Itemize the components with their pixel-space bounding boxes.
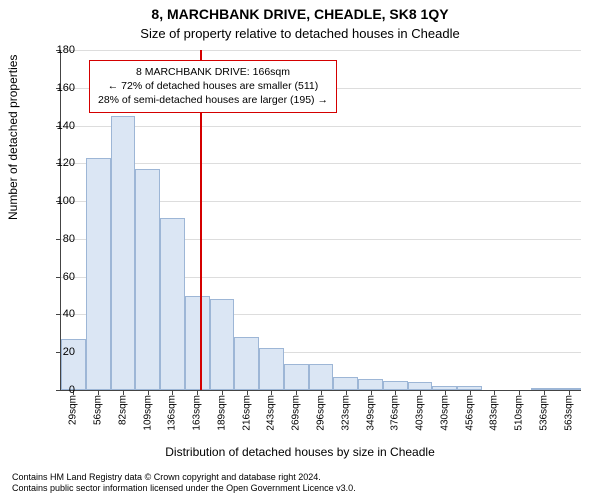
y-tick-label: 20 [45, 346, 75, 358]
histogram-bar [86, 158, 111, 390]
annotation-line: 28% of semi-detached houses are larger (… [98, 93, 328, 107]
histogram-bar [408, 382, 433, 390]
y-tick-label: 40 [45, 308, 75, 320]
x-axis-label: Distribution of detached houses by size … [0, 445, 600, 459]
plot-area: 29sqm56sqm82sqm109sqm136sqm163sqm189sqm2… [60, 50, 581, 391]
x-tick-label: 243sqm [266, 395, 277, 431]
y-tick-label: 60 [45, 271, 75, 283]
y-tick-label: 80 [45, 233, 75, 245]
histogram-chart: 29sqm56sqm82sqm109sqm136sqm163sqm189sqm2… [60, 50, 580, 390]
x-tick-label: 163sqm [192, 395, 203, 431]
gridline [61, 50, 581, 51]
gridline [61, 163, 581, 164]
x-tick-label: 269sqm [291, 395, 302, 431]
histogram-bar [358, 379, 383, 390]
y-axis-label: Number of detached properties [6, 55, 20, 220]
histogram-bar [383, 381, 408, 390]
x-tick-label: 323sqm [340, 395, 351, 431]
annotation-line: 8 MARCHBANK DRIVE: 166sqm [98, 65, 328, 79]
gridline [61, 126, 581, 127]
histogram-bar [309, 364, 334, 390]
histogram-bar [135, 169, 160, 390]
histogram-bar [111, 116, 136, 390]
y-tick-label: 120 [45, 157, 75, 169]
histogram-bar [210, 299, 235, 390]
x-tick-label: 376sqm [390, 395, 401, 431]
annotation-line: ← 72% of detached houses are smaller (51… [98, 79, 328, 93]
page-subtitle: Size of property relative to detached ho… [0, 26, 600, 41]
histogram-bar [259, 348, 284, 390]
x-tick-label: 189sqm [216, 395, 227, 431]
x-tick-label: 536sqm [538, 395, 549, 431]
x-tick-label: 430sqm [439, 395, 450, 431]
histogram-bar [333, 377, 358, 390]
histogram-bar [234, 337, 259, 390]
x-tick-label: 82sqm [117, 395, 128, 425]
y-tick-label: 100 [45, 195, 75, 207]
annotation-box: 8 MARCHBANK DRIVE: 166sqm← 72% of detach… [89, 60, 337, 113]
footer-line1: Contains HM Land Registry data © Crown c… [12, 472, 356, 483]
y-tick-label: 140 [45, 120, 75, 132]
x-tick-label: 216sqm [241, 395, 252, 431]
histogram-bar [185, 296, 210, 390]
y-tick-label: 0 [45, 384, 75, 396]
x-tick-label: 349sqm [365, 395, 376, 431]
footer-line2: Contains public sector information licen… [12, 483, 356, 494]
x-tick-label: 563sqm [563, 395, 574, 431]
x-tick-label: 403sqm [415, 395, 426, 431]
x-tick-label: 109sqm [142, 395, 153, 431]
x-tick-label: 483sqm [489, 395, 500, 431]
x-tick-label: 136sqm [167, 395, 178, 431]
y-tick-label: 180 [45, 44, 75, 56]
x-tick-label: 456sqm [464, 395, 475, 431]
x-tick-label: 296sqm [316, 395, 327, 431]
copyright-footer: Contains HM Land Registry data © Crown c… [12, 472, 356, 495]
x-tick-label: 56sqm [93, 395, 104, 425]
histogram-bar [160, 218, 185, 390]
page-title-address: 8, MARCHBANK DRIVE, CHEADLE, SK8 1QY [0, 6, 600, 22]
histogram-bar [284, 364, 309, 390]
x-tick-label: 510sqm [514, 395, 525, 431]
y-tick-label: 160 [45, 82, 75, 94]
x-tick-label: 29sqm [68, 395, 79, 425]
